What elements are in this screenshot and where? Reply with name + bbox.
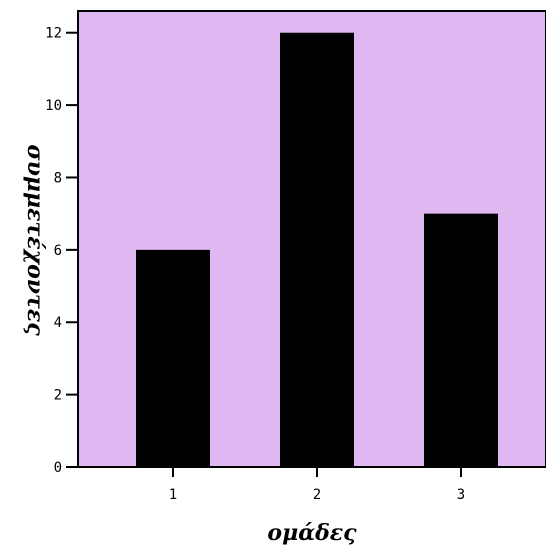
y-tick-label-4: 4 [54,315,62,331]
y-tick-label-0: 0 [54,460,62,476]
x-tick-label-1: 1 [169,487,177,503]
y-tick-label-12: 12 [45,26,62,42]
x-tick-label-3: 3 [457,487,465,503]
y-tick-label-2: 2 [54,388,62,404]
y-tick-label-8: 8 [54,170,62,186]
bar-3 [424,213,498,467]
y-axis-title: συμμετέχοντες [22,144,48,336]
y-tick-label-10: 10 [45,98,62,114]
x-tick-label-2: 2 [313,487,321,503]
bar-1 [136,249,210,467]
bar-2 [280,32,354,467]
x-axis-title: ομάδες [267,520,357,546]
y-tick-label-6: 6 [54,243,62,259]
